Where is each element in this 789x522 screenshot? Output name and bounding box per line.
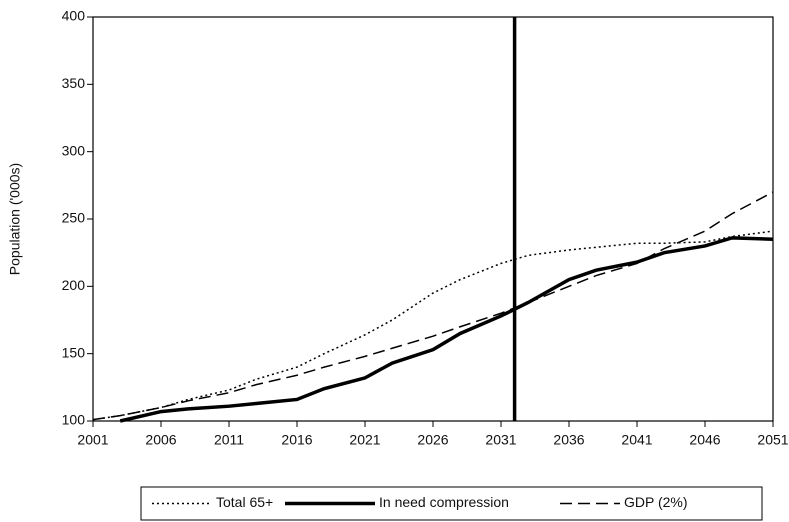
x-tick-label: 2006 — [145, 432, 176, 448]
legend-label: In need compression — [379, 494, 509, 510]
legend-label: Total 65+ — [216, 494, 273, 510]
x-tick-label: 2051 — [757, 432, 788, 448]
x-tick-label: 2011 — [214, 432, 244, 448]
y-tick-label: 250 — [62, 210, 86, 226]
series-line — [92, 230, 774, 421]
y-tick-label: 400 — [62, 8, 86, 24]
legend-label: GDP (2%) — [624, 494, 688, 510]
y-axis-label: Population ('000s) — [7, 163, 23, 275]
y-tick-label: 150 — [62, 344, 86, 360]
series-line — [92, 191, 774, 421]
x-tick-label: 2036 — [553, 432, 584, 448]
y-tick-label: 200 — [62, 277, 86, 293]
y-tick-label: 300 — [62, 142, 86, 158]
x-tick-label: 2031 — [485, 432, 516, 448]
x-tick-label: 2001 — [77, 432, 108, 448]
y-tick-label: 350 — [62, 75, 86, 91]
x-tick-label: 2041 — [621, 432, 652, 448]
x-tick-label: 2021 — [349, 432, 380, 448]
series-line — [119, 236, 774, 423]
legend-box — [140, 486, 763, 521]
y-tick-label: 100 — [62, 412, 86, 428]
plot-frame — [92, 16, 774, 422]
x-tick-label: 2026 — [417, 432, 448, 448]
x-tick-label: 2046 — [689, 432, 720, 448]
x-tick-label: 2016 — [281, 432, 312, 448]
